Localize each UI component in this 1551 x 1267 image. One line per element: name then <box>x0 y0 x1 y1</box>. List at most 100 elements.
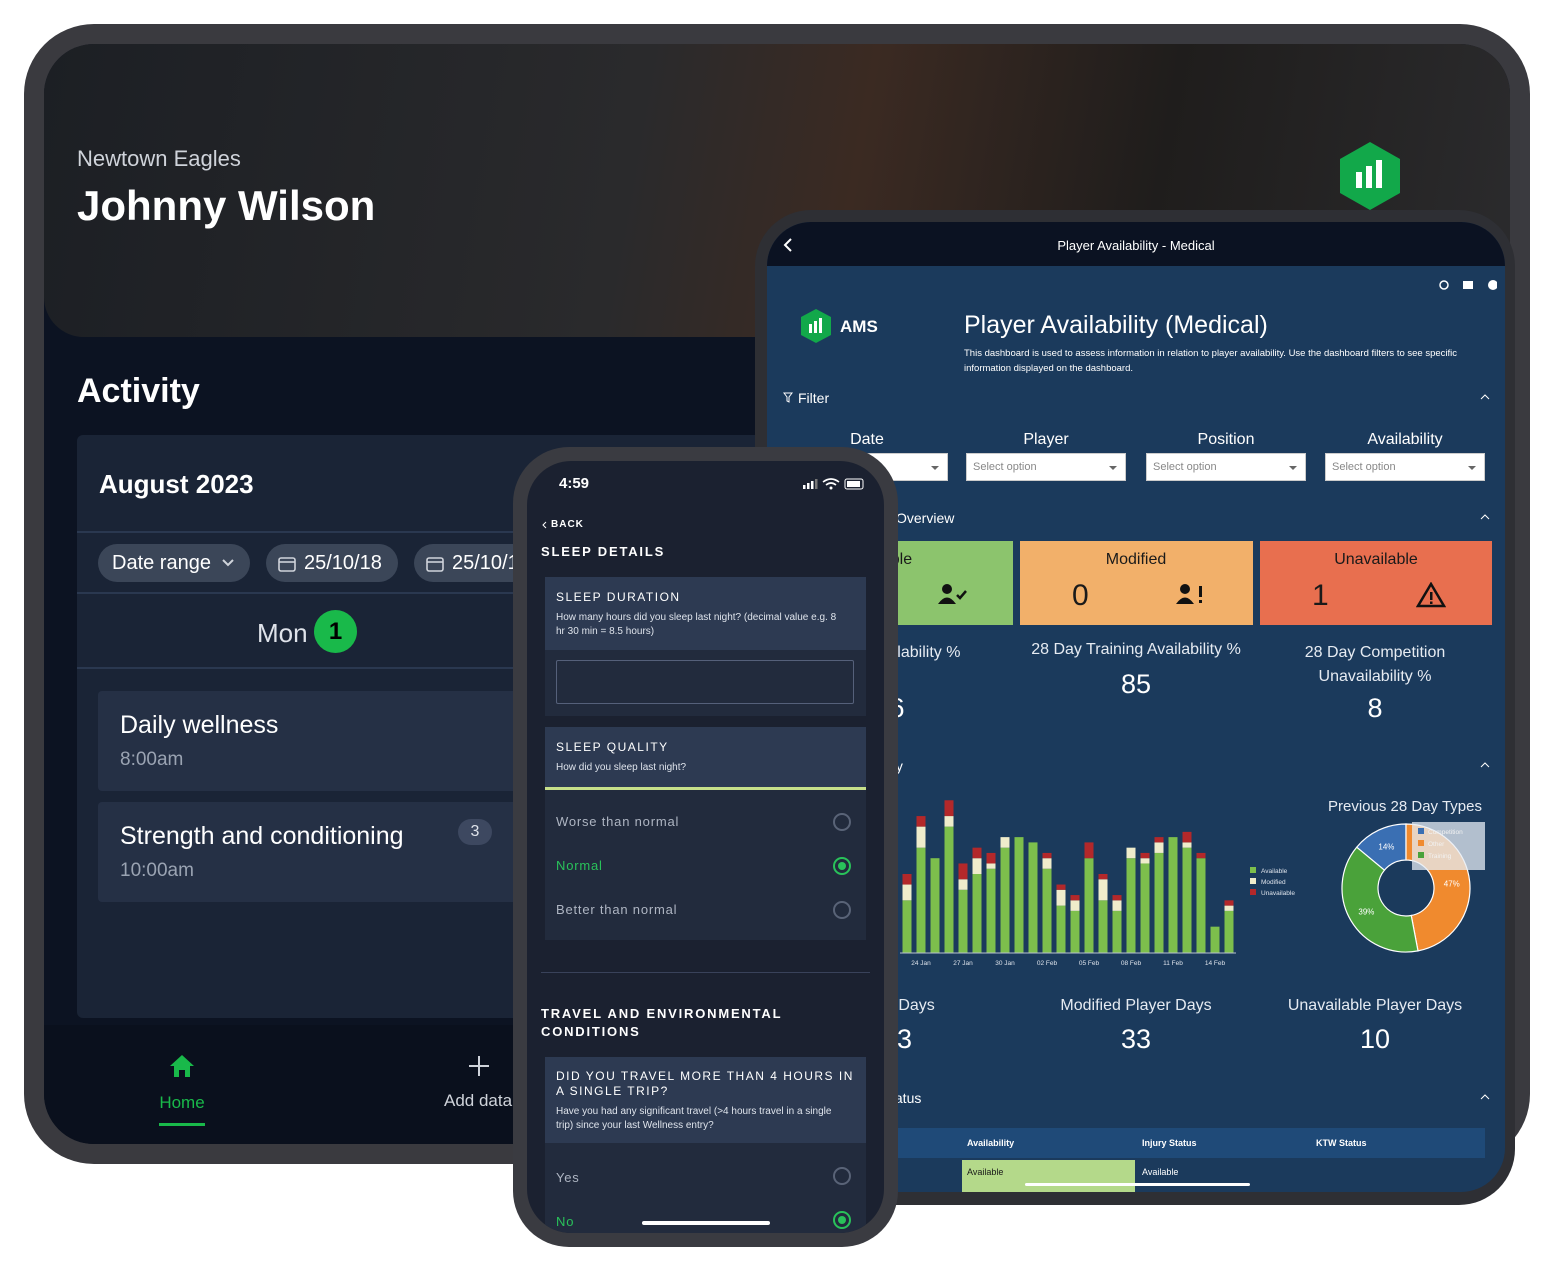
bar-segment <box>1084 842 1094 859</box>
column-header[interactable]: Availability <box>967 1138 1015 1148</box>
kpi-value: 85 <box>1120 669 1152 699</box>
card-icon <box>1416 582 1446 608</box>
bar-segment <box>1182 847 1192 953</box>
bar-segment <box>1056 884 1066 890</box>
filter-label[interactable]: Filter <box>798 390 830 406</box>
activity-card[interactable]: Daily wellness 8:00am <box>98 691 518 791</box>
activity-card[interactable]: Strength and conditioning 10:00am 3 <box>98 802 518 902</box>
option[interactable]: Yes <box>556 1170 580 1185</box>
bar-segment <box>1224 910 1234 953</box>
bar-segment <box>1196 852 1206 859</box>
radio-selected[interactable] <box>833 1211 851 1229</box>
collapse-icon[interactable] <box>1480 1094 1490 1100</box>
option-selected[interactable]: Normal <box>556 858 603 873</box>
bar-segment <box>972 847 982 859</box>
donut-label: 47% <box>1444 880 1460 889</box>
bar-segment <box>1098 874 1108 880</box>
bar-segment <box>1140 858 1150 864</box>
bar-segment <box>1126 847 1136 859</box>
bar-segment <box>1182 842 1192 848</box>
option-selected[interactable]: No <box>556 1214 575 1229</box>
pill-text: Date range <box>112 552 211 574</box>
bar-segment <box>972 858 982 874</box>
collapse-icon[interactable] <box>1480 514 1490 520</box>
section-title: Activity <box>77 372 200 410</box>
card-icon <box>938 584 967 604</box>
activity-count: 3 <box>458 819 492 845</box>
bar-segment <box>1098 879 1108 901</box>
activity-time: 10:00am <box>120 860 194 881</box>
text-input[interactable] <box>556 660 854 704</box>
card-label: Modified <box>1105 551 1167 568</box>
nav-underline <box>159 1123 205 1126</box>
answer-area <box>545 650 866 716</box>
days-label: Unavailable Player Days <box>1287 997 1463 1014</box>
date-from-pill[interactable]: 25/10/18 <box>266 544 398 582</box>
unavailable-card: Unavailable 1 <box>1260 541 1492 625</box>
availability-select[interactable]: Select option <box>1325 453 1485 481</box>
column-header[interactable]: KTW Status <box>1316 1138 1367 1148</box>
section-title: TRAVEL AND ENVIRONMENTAL CONDITIONS <box>541 1006 783 1039</box>
player-name: Johnny Wilson <box>77 182 376 229</box>
radio-selected[interactable] <box>833 857 851 875</box>
bar-segment <box>1042 852 1052 859</box>
option[interactable]: Better than normal <box>556 902 678 917</box>
donut-label: 39% <box>1358 907 1374 916</box>
legend-swatch <box>1250 867 1256 873</box>
bar-segment <box>1084 858 1094 953</box>
day-number[interactable]: 1 <box>314 610 357 653</box>
bar-segment <box>1210 926 1220 953</box>
back-link[interactable]: BACK <box>551 519 584 530</box>
option[interactable]: Worse than normal <box>556 814 680 829</box>
question-text: How many hours did you sleep last night?… <box>556 612 837 637</box>
donut-slice <box>1341 846 1419 953</box>
column-header[interactable]: Injury Status <box>1142 1138 1197 1148</box>
position-select[interactable]: Select option <box>1146 453 1306 481</box>
bar-segment <box>986 852 996 864</box>
bar-segment <box>1112 910 1122 953</box>
x-tick-label: 08 Feb <box>1121 960 1142 967</box>
nav-add[interactable]: Add data <box>444 1091 513 1110</box>
bar-segment <box>944 816 954 827</box>
toolbar-icons[interactable] <box>1437 278 1497 292</box>
team-name: Newtown Eagles <box>77 146 241 171</box>
filter-title: Date <box>850 431 884 448</box>
days-value: 10 <box>1359 1024 1391 1054</box>
divider <box>77 667 797 669</box>
card-value: 1 <box>1312 579 1329 612</box>
chevron <box>222 559 234 567</box>
days-value: 33 <box>1120 1024 1152 1054</box>
legend-swatch <box>1418 852 1424 858</box>
radio[interactable] <box>833 901 851 919</box>
back-icon[interactable] <box>782 237 794 253</box>
header-title: Player Availability - Medical <box>1057 238 1215 253</box>
pill-text: 25/10/1 <box>452 552 519 574</box>
legend-swatch <box>1418 840 1424 846</box>
collapse-icon[interactable] <box>1480 762 1490 768</box>
radio[interactable] <box>833 1167 851 1185</box>
question-header: SLEEP DURATION How many hours did you sl… <box>545 577 866 650</box>
ams-logo <box>801 309 831 343</box>
radio[interactable] <box>833 813 851 831</box>
donut-label: 14% <box>1378 842 1394 851</box>
home-icon <box>170 1055 194 1077</box>
collapse-icon[interactable] <box>1480 394 1490 400</box>
kpi-value: 8 <box>1367 693 1383 723</box>
question-title: DID YOU TRAVEL MORE THAN 4 HOURS IN A SI… <box>556 1069 854 1098</box>
cell-text: Available <box>967 1167 1004 1177</box>
nav-home[interactable]: Home <box>159 1093 205 1112</box>
bar-segment <box>958 863 968 880</box>
player-select[interactable]: Select option <box>966 453 1126 481</box>
pill-text: 25/10/18 <box>304 552 382 574</box>
legend-label: Available <box>1261 868 1288 875</box>
question-header: DID YOU TRAVEL MORE THAN 4 HOURS IN A SI… <box>545 1057 866 1143</box>
calendar-icon <box>426 557 444 572</box>
bar-segment <box>1070 895 1080 901</box>
date-range-pill[interactable]: Date range <box>98 544 250 582</box>
bar-segment <box>972 874 982 953</box>
bar-segment <box>1154 852 1164 953</box>
legend-label: Competition <box>1428 829 1463 836</box>
days-label: Modified Player Days <box>1060 997 1212 1014</box>
